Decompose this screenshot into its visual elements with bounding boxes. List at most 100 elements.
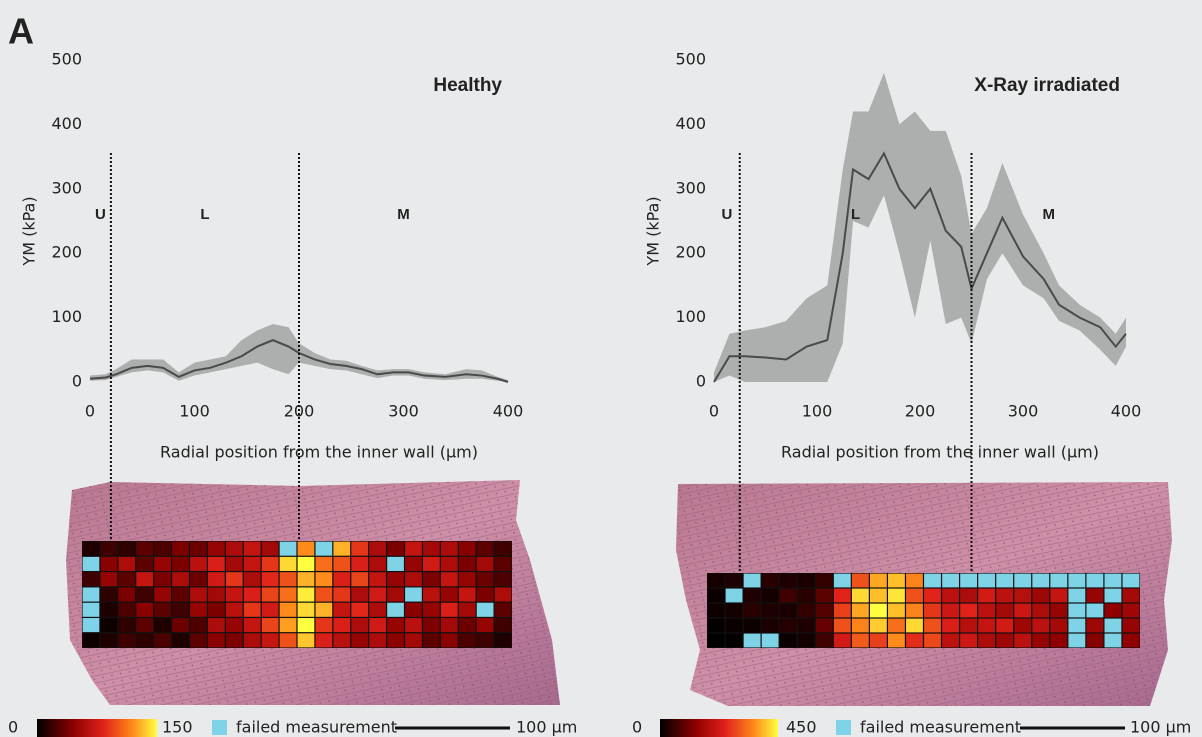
heatmap-cell [315,602,333,617]
heatmap-cell [815,588,833,603]
heatmap-cell [1068,573,1086,588]
heatmap-cell [851,633,869,648]
heatmap-cell [1014,573,1032,588]
heatmap-cell [118,572,136,587]
heatmap-cell [906,618,923,633]
heatmap-cell [423,602,440,617]
heatmap-cell [743,618,761,633]
heatmap-cell [423,587,440,602]
heatmap-cell [351,572,369,587]
heatmap-cell [225,602,243,617]
heatmap-cell [405,572,422,587]
heatmap-cell [225,633,243,648]
heatmap-cell [815,603,833,618]
heatmap-cell [888,588,905,603]
heatmap-cell [494,602,512,617]
heatmap-cell [297,556,315,571]
heatmap-cell [82,633,100,648]
heatmap-cell [833,573,851,588]
heatmap-cell [136,633,154,648]
heatmap-cell [100,633,118,648]
heatmap-cell [225,618,243,633]
heatmap-cell [1104,588,1122,603]
heatmap-cell [315,587,333,602]
heatmap-cell [440,541,458,556]
missing-swatch [836,720,851,735]
heatmap-cell [279,572,297,587]
heatmap-cell [333,587,351,602]
heatmap-cell [1122,603,1140,618]
heatmap-cell [297,602,315,617]
heatmap-cell [906,603,923,618]
heatmap-cell [440,633,458,648]
heatmap-cell [1086,603,1104,618]
heatmap-cell [476,572,494,587]
heatmap-cell [960,603,978,618]
y-axis-label: YM (kPa) [644,196,663,266]
heatmap-cell [405,556,422,571]
heatmap-cell [405,602,422,617]
heatmap-cell [906,573,923,588]
heatmap-cell [797,603,815,618]
x-tick-label: 200 [905,402,936,421]
heatmap-cell [888,573,905,588]
heatmap-cell [743,573,761,588]
heatmap-cell [440,587,458,602]
heatmap-cell [833,618,851,633]
heatmap-cell [315,633,333,648]
heatmap-cell [888,633,905,648]
heatmap-cell [154,541,171,556]
chart-title: Healthy [433,75,502,96]
heatmap-cell [82,618,100,633]
heatmap-cell [423,556,440,571]
heatmap-cell [996,603,1014,618]
missing-swatch [212,720,227,735]
heatmap-cell [1122,588,1140,603]
heatmap-cell [208,556,225,571]
heatmap-cell [405,618,422,633]
heatmap-cell [707,603,725,618]
error-band [714,72,1126,382]
heatmap-cell [960,633,978,648]
heatmap-cell [136,587,154,602]
heatmap-cell [725,633,743,648]
heatmap-cell [423,572,440,587]
heatmap-cell [888,603,905,618]
heatmap-cell [458,633,476,648]
heatmap-cell [351,541,369,556]
y-tick-label: 100 [51,307,82,326]
heatmap-cell [423,618,440,633]
heatmap-cell [779,633,797,648]
heatmap-cell [458,602,476,617]
heatmap-cell [261,618,279,633]
heatmap-cell [154,587,171,602]
heatmap-cell [779,573,797,588]
heatmap-cell [476,618,494,633]
colorbar-min: 0 [632,718,642,737]
heatmap-cell [261,541,279,556]
heatmap-cell [136,602,154,617]
heatmap-cell [225,541,243,556]
heatmap-cell [761,588,779,603]
heatmap-cell [725,618,743,633]
heatmap-cell [743,588,761,603]
heatmap-cell [333,556,351,571]
x-tick-label: 300 [388,402,419,421]
heatmap-cell [851,588,869,603]
heatmap-cell [924,573,941,588]
heatmap-cell [154,602,171,617]
heatmap-cell [476,633,494,648]
y-tick-label: 300 [51,178,82,197]
heatmap-cell [369,587,386,602]
heatmap-cell [297,587,315,602]
heatmap-cell [851,603,869,618]
heatmap-cell [333,602,351,617]
heatmap-cell [1104,603,1122,618]
heatmap-cell [1032,618,1050,633]
x-axis-label: Radial position from the inner wall (μm) [160,443,478,462]
heatmap-cell [1068,633,1086,648]
heatmap-cell [172,556,189,571]
x-tick-label: 400 [1111,402,1142,421]
heatmap-cell [815,573,833,588]
x-tick-label: 300 [1008,402,1039,421]
